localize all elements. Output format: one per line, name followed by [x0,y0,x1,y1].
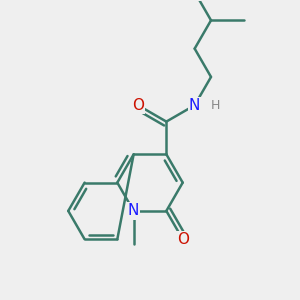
Text: N: N [128,203,139,218]
Text: N: N [189,98,200,113]
Text: O: O [132,98,144,113]
Text: H: H [211,99,220,112]
Text: O: O [177,232,189,247]
